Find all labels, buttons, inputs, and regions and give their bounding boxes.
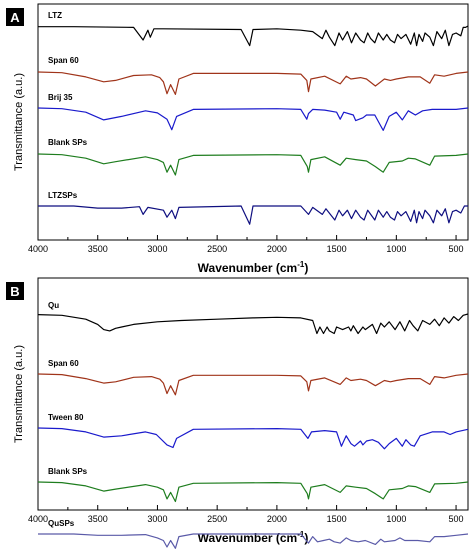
x-tick-label: 500	[449, 514, 464, 524]
series-label-2: Tween 80	[48, 413, 84, 422]
x-tick-label: 500	[449, 244, 464, 254]
series-label-0: Qu	[48, 301, 59, 310]
series-label-4: QuSPs	[48, 519, 75, 528]
x-tick-label: 2500	[207, 244, 227, 254]
series-label-3: Blank SPs	[48, 467, 88, 476]
series-line-3	[37, 481, 469, 503]
panel-label-box	[6, 8, 24, 26]
x-tick-label: 1500	[327, 514, 347, 524]
plot-frame	[37, 277, 469, 511]
series-line-4	[38, 533, 469, 549]
plot-frame	[37, 3, 469, 241]
series-line-1	[37, 373, 469, 396]
series-line-4	[38, 205, 468, 225]
series-label-3: Blank SPs	[48, 138, 88, 147]
y-axis-title: Transmittance (a.u.)	[13, 73, 25, 171]
panel-label-box	[6, 282, 24, 300]
series-line-2	[37, 107, 469, 131]
x-tick-label: 2000	[267, 244, 287, 254]
x-axis-title: Wavenumber (cm-1)	[198, 530, 309, 545]
series-label-1: Span 60	[48, 56, 79, 65]
series-line-3	[37, 153, 469, 176]
x-tick-label: 2500	[207, 514, 227, 524]
x-tick-label: 4000	[28, 514, 48, 524]
panel-label-text: A	[10, 10, 20, 25]
panel-label: B	[6, 282, 24, 300]
x-tick-label: 3000	[147, 244, 167, 254]
series-label-0: LTZ	[48, 11, 62, 20]
x-tick-label: 4000	[28, 244, 48, 254]
x-tick-label: 3000	[147, 514, 167, 524]
series-label-2: Brij 35	[48, 93, 73, 102]
series-label-1: Span 60	[48, 359, 79, 368]
panel-b: B 4000 3500 3000 2500 2000 1500 1000 500 Wavenumb…	[6, 277, 469, 549]
x-tick-label: 3500	[88, 244, 108, 254]
y-axis-title: Transmittance (a.u.)	[13, 345, 25, 443]
x-tick-label: 2000	[267, 514, 287, 524]
x-tick-label: 1000	[386, 514, 406, 524]
series-line-0	[38, 25, 469, 47]
x-tick-label: 1500	[327, 244, 347, 254]
panel-label: A	[6, 8, 24, 26]
series-line-2	[37, 427, 469, 450]
x-tick-label: 3500	[88, 514, 108, 524]
series-label-4: LTZSPs	[48, 191, 78, 200]
series-line-0	[37, 313, 469, 335]
x-axis-title: Wavenumber (cm-1)	[198, 260, 309, 275]
panel-label-text: B	[10, 284, 19, 299]
panel-a: A 4000 3500 3000 2500 2000 1500 1000 500 Wavenumb…	[6, 3, 469, 275]
x-tick-label: 1000	[386, 244, 406, 254]
series-line-1	[37, 71, 469, 95]
